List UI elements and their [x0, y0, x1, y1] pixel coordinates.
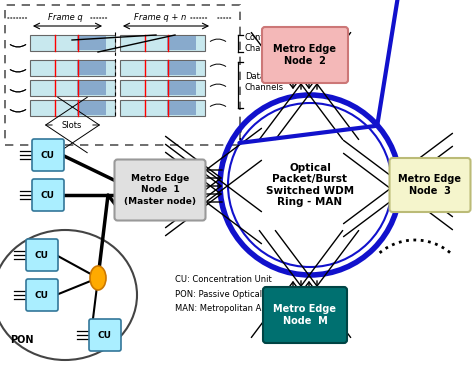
- Text: CU: CU: [41, 150, 55, 160]
- Text: Metro Edge
Node  M: Metro Edge Node M: [273, 304, 337, 326]
- Bar: [30, 60, 115, 76]
- Bar: [77, 101, 107, 115]
- FancyBboxPatch shape: [390, 158, 471, 212]
- Text: CU: CU: [98, 330, 112, 340]
- FancyBboxPatch shape: [26, 279, 58, 311]
- Bar: [77, 61, 107, 75]
- Bar: [167, 81, 197, 95]
- Text: CU: CU: [41, 190, 55, 199]
- Ellipse shape: [90, 266, 106, 290]
- Text: Control
Channel: Control Channel: [245, 33, 280, 53]
- Bar: [120, 35, 205, 51]
- Bar: [167, 61, 197, 75]
- FancyBboxPatch shape: [89, 319, 121, 351]
- Text: PON: PON: [10, 335, 34, 345]
- Bar: [120, 60, 205, 76]
- Text: Frame q: Frame q: [47, 14, 82, 22]
- FancyBboxPatch shape: [26, 239, 58, 271]
- Bar: [120, 100, 205, 116]
- Text: Metro Edge
Node  2: Metro Edge Node 2: [273, 44, 337, 66]
- Text: Metro Edge
Node  3: Metro Edge Node 3: [399, 174, 462, 196]
- FancyBboxPatch shape: [262, 27, 348, 83]
- FancyBboxPatch shape: [263, 287, 347, 343]
- FancyBboxPatch shape: [32, 179, 64, 211]
- Text: Datal
Channels: Datal Channels: [245, 72, 284, 92]
- Bar: [167, 101, 197, 115]
- Bar: [5, 5, 240, 145]
- Text: CU: Concentration Unit
PON: Passive Optical Network
MAN: Metropolitan Area Netwo: CU: Concentration Unit PON: Passive Opti…: [175, 275, 313, 313]
- Text: Optical
Packet/Burst
Switched WDM
Ring - MAN: Optical Packet/Burst Switched WDM Ring -…: [266, 163, 354, 208]
- FancyBboxPatch shape: [115, 160, 206, 220]
- Text: Metro Edge
Node  1
(Master node): Metro Edge Node 1 (Master node): [124, 175, 196, 206]
- Bar: [167, 36, 197, 50]
- Text: Frame q + n: Frame q + n: [134, 14, 186, 22]
- Bar: [120, 80, 205, 96]
- FancyBboxPatch shape: [32, 139, 64, 171]
- Text: Slots: Slots: [62, 120, 82, 130]
- Bar: [30, 80, 115, 96]
- Bar: [77, 36, 107, 50]
- Text: CU: CU: [35, 291, 49, 299]
- Bar: [77, 81, 107, 95]
- Text: CU: CU: [35, 250, 49, 259]
- Bar: [30, 35, 115, 51]
- Bar: [30, 100, 115, 116]
